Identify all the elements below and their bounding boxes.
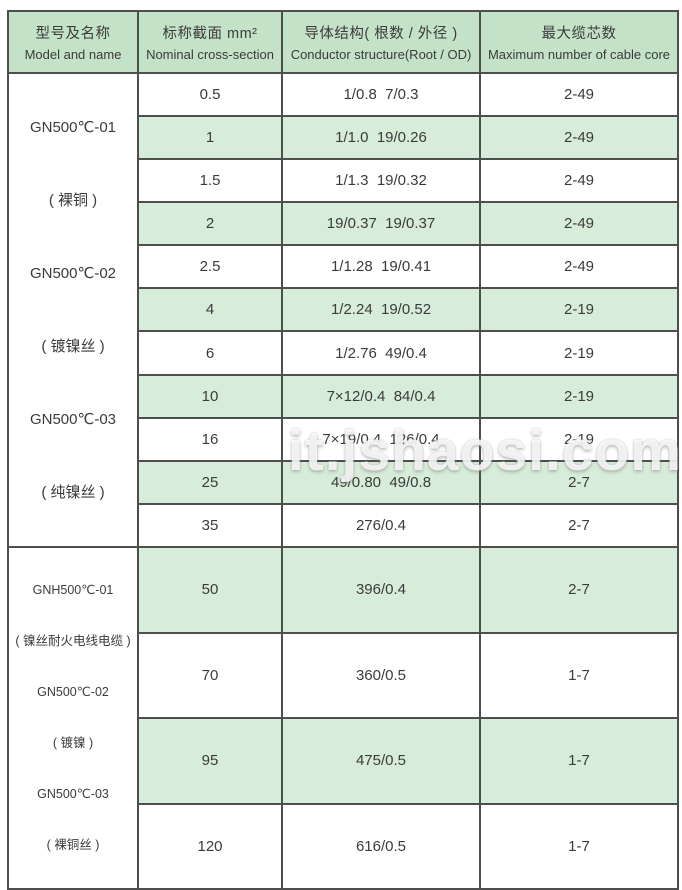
col-header-max-core-zh: 最大缆芯数 — [541, 26, 617, 42]
cell-cross-section: 10 — [137, 373, 283, 419]
cell-cross-section: 6 — [137, 330, 283, 376]
model-group-2-line: GN500℃-03 — [37, 787, 109, 801]
cell-cross-section: 2 — [137, 201, 283, 247]
model-group-1-line: GN500℃-02 — [29, 265, 117, 282]
col-header-max-core: 最大缆芯数 Maximum number of cable core — [479, 10, 679, 74]
table-row: 1.5 1/1.3 19/0.32 2-49 — [8, 158, 679, 204]
cell-conductor: 7×12/0.4 84/0.4 — [281, 373, 481, 419]
cell-cross-section: 1.5 — [137, 158, 283, 204]
model-group-1: GN500℃-01 ( 裸铜 ) GN500℃-02 ( 镀镍丝 ) GN500… — [7, 72, 139, 548]
model-group-1-line: GN500℃-01 — [29, 119, 117, 136]
cell-max-core: 1-7 — [479, 802, 679, 890]
cell-max-core: 2-49 — [479, 115, 679, 161]
model-group-2-line: ( 裸铜丝 ) — [46, 838, 100, 852]
table-row: GN500℃-01 ( 裸铜 ) GN500℃-02 ( 镀镍丝 ) GN500… — [7, 71, 679, 548]
cell-conductor: 1/2.24 19/0.52 — [281, 287, 481, 333]
model-group-2: GNH500℃-01 ( 镍丝耐火电线电缆 ) GN500℃-02 ( 镀镍 )… — [7, 546, 139, 890]
col-header-cross-section: 标称截面 mm² Nominal cross-section — [137, 10, 283, 74]
cell-conductor: 276/0.4 — [281, 502, 481, 549]
cell-cross-section: 35 — [137, 502, 283, 549]
col-header-conductor-en: Conductor structure(Root / OD) — [290, 47, 472, 62]
col-header-conductor: 导体结构( 根数 / 外径 ) Conductor structure(Root… — [281, 10, 481, 74]
cell-cross-section: 50 — [137, 546, 283, 634]
cell-cross-section: 70 — [137, 631, 283, 719]
cell-conductor: 396/0.4 — [281, 546, 481, 634]
cell-conductor: 49/0.80 49/0.8 — [281, 459, 481, 505]
cell-max-core: 2-49 — [479, 158, 679, 204]
cell-conductor: 1/0.8 7/0.3 — [281, 71, 481, 118]
model-group-2-line: ( 镍丝耐火电线电缆 ) — [15, 634, 131, 648]
cable-spec-table: 型号及名称 Model and name 标称截面 mm² Nominal cr… — [7, 10, 679, 890]
cell-conductor: 475/0.5 — [281, 717, 481, 805]
col-header-max-core-en: Maximum number of cable core — [487, 47, 671, 62]
cell-conductor: 1/2.76 49/0.4 — [281, 330, 481, 376]
cell-conductor: 1/1.28 19/0.41 — [281, 244, 481, 290]
cell-conductor: 7×19/0.4 126/0.4 — [281, 416, 481, 462]
cell-conductor: 616/0.5 — [281, 802, 481, 890]
cell-max-core: 2-7 — [479, 502, 679, 549]
cell-max-core: 2-7 — [479, 459, 679, 505]
header-row: 型号及名称 Model and name 标称截面 mm² Nominal cr… — [7, 10, 679, 74]
cell-cross-section: 120 — [137, 802, 283, 890]
table-row: 1 1/1.0 19/0.26 2-49 — [8, 115, 679, 161]
model-group-2-line: GN500℃-02 — [37, 685, 109, 699]
cell-max-core: 2-49 — [479, 201, 679, 247]
cell-max-core: 2-19 — [479, 373, 679, 419]
table-row: 2.5 1/1.28 19/0.41 2-49 — [8, 244, 679, 290]
table-row: GNH500℃-01 ( 镍丝耐火电线电缆 ) GN500℃-02 ( 镀镍 )… — [7, 546, 679, 890]
table-row: 10 7×12/0.4 84/0.4 2-19 — [8, 373, 679, 419]
cell-cross-section: 2.5 — [137, 244, 283, 290]
table-row: 16 7×19/0.4 126/0.4 2-19 — [8, 416, 679, 462]
cell-max-core: 2-7 — [479, 546, 679, 634]
cell-max-core: 2-19 — [479, 330, 679, 376]
cell-cross-section: 4 — [137, 287, 283, 333]
col-header-cross-section-zh: 标称截面 mm² — [162, 26, 258, 42]
cell-conductor: 19/0.37 19/0.37 — [281, 201, 481, 247]
model-group-1-line: GN500℃-03 — [29, 411, 117, 428]
col-header-model-en: Model and name — [24, 47, 122, 62]
cell-max-core: 2-19 — [479, 287, 679, 333]
cell-cross-section: 16 — [137, 416, 283, 462]
cell-cross-section: 95 — [137, 717, 283, 805]
col-header-conductor-zh: 导体结构( 根数 / 外径 ) — [304, 26, 458, 42]
col-header-model: 型号及名称 Model and name — [7, 10, 139, 74]
model-group-1-line: ( 纯镍丝 ) — [41, 484, 105, 501]
cell-cross-section: 1 — [137, 115, 283, 161]
cell-max-core: 1-7 — [479, 717, 679, 805]
cell-conductor: 1/1.3 19/0.32 — [281, 158, 481, 204]
table-row: 6 1/2.76 49/0.4 2-19 — [8, 330, 679, 376]
cell-max-core: 1-7 — [479, 631, 679, 719]
table-row: 2 19/0.37 19/0.37 2-49 — [8, 201, 679, 247]
col-header-cross-section-en: Nominal cross-section — [146, 47, 274, 62]
cell-max-core: 2-49 — [479, 71, 679, 118]
model-group-2-line: GNH500℃-01 — [32, 583, 114, 597]
col-header-model-zh: 型号及名称 — [35, 26, 111, 42]
cell-cross-section: 0.5 — [137, 71, 283, 118]
cell-max-core: 2-19 — [479, 416, 679, 462]
cell-conductor: 1/1.0 19/0.26 — [281, 115, 481, 161]
table-row: 4 1/2.24 19/0.52 2-19 — [8, 287, 679, 333]
model-group-2-line: ( 镀镍 ) — [52, 736, 94, 750]
model-group-1-line: ( 镀镍丝 ) — [41, 338, 105, 355]
cell-cross-section: 25 — [137, 459, 283, 505]
cell-max-core: 2-49 — [479, 244, 679, 290]
model-group-1-line: ( 裸铜 ) — [48, 192, 98, 209]
cell-conductor: 360/0.5 — [281, 631, 481, 719]
